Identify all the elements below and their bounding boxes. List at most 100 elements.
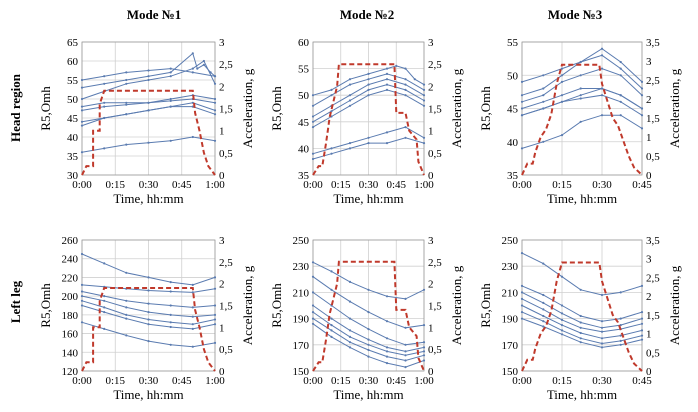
resistance-point bbox=[560, 304, 564, 307]
y-tick-label: 150 bbox=[293, 366, 310, 378]
acceleration-line bbox=[81, 287, 216, 372]
y-tick-label: 50 bbox=[507, 70, 519, 82]
resistance-point bbox=[542, 74, 545, 77]
resistance-point bbox=[542, 293, 545, 297]
acceleration-line bbox=[312, 63, 425, 176]
resistance-point bbox=[579, 87, 582, 90]
resistance-point bbox=[330, 288, 333, 291]
y2-tick-label: 2 bbox=[219, 279, 225, 291]
resistance-point bbox=[330, 94, 333, 97]
y2-tick-label: 0 bbox=[428, 366, 434, 378]
resistance-point bbox=[520, 114, 524, 117]
resistance-point bbox=[367, 288, 370, 291]
row-label-head-region: Head region bbox=[8, 73, 23, 142]
resistance-point bbox=[404, 326, 407, 329]
resistance-point bbox=[311, 126, 315, 129]
y-tick-label: 65 bbox=[67, 37, 79, 49]
resistance-point bbox=[579, 326, 582, 329]
resistance-series-line-3 bbox=[521, 291, 643, 329]
y2-tick-label: 1,5 bbox=[646, 310, 660, 322]
resistance-point bbox=[147, 311, 150, 314]
chart-panel-6: 150 170 190 210 230 250 0:00 0:15 0:30 0:450 0,5 1 1… bbox=[478, 235, 682, 402]
resistance-point bbox=[80, 78, 84, 82]
acceleration-line bbox=[521, 63, 643, 176]
resistance-point bbox=[80, 151, 84, 154]
resistance-point bbox=[80, 124, 84, 127]
y-axis-label: R5,Omh bbox=[38, 86, 53, 131]
resistance-point bbox=[600, 326, 604, 329]
resistance-point bbox=[311, 311, 315, 314]
resistance-point bbox=[311, 322, 315, 325]
x-tick-label: 0:30 bbox=[139, 375, 159, 387]
resistance-point bbox=[330, 270, 333, 273]
x-tick-label: 0:15 bbox=[105, 375, 125, 387]
resistance-point bbox=[213, 313, 217, 316]
y-tick-label: 220 bbox=[62, 272, 79, 284]
x-tick-label: 0:00 bbox=[512, 375, 532, 387]
resistance-point bbox=[542, 100, 545, 103]
resistance-point bbox=[542, 140, 545, 143]
resistance-point bbox=[367, 136, 370, 139]
resistance-point bbox=[169, 343, 172, 346]
resistance-point bbox=[213, 318, 217, 321]
y2-tick-label: 1 bbox=[219, 322, 225, 334]
y2-tick-label: 2 bbox=[428, 81, 434, 93]
y-tick-label: 200 bbox=[62, 291, 79, 303]
x-tick-label: 0:30 bbox=[359, 375, 379, 387]
resistance-point bbox=[600, 320, 604, 323]
resistance-point bbox=[560, 94, 564, 97]
resistance-point bbox=[311, 275, 315, 278]
y-tick-label: 35 bbox=[298, 170, 310, 182]
resistance-point bbox=[404, 126, 407, 129]
resistance-point bbox=[404, 94, 407, 97]
resistance-point bbox=[80, 97, 84, 101]
x-tick-label: 0:45 bbox=[172, 179, 192, 191]
chart-panel-5: 150 170 190 210 230 250 0:00 0:15 0:30 0:45 1:000 0… bbox=[269, 235, 464, 402]
resistance-point bbox=[579, 337, 582, 340]
resistance-point bbox=[80, 321, 84, 324]
resistance-point bbox=[640, 317, 644, 320]
y-axis-label: R5,Omh bbox=[269, 86, 284, 131]
y-tick-label: 30 bbox=[67, 170, 79, 182]
resistance-point bbox=[640, 322, 644, 325]
y2-tick-label: 3,5 bbox=[646, 37, 660, 49]
resistance-point bbox=[348, 300, 352, 303]
resistance-point bbox=[191, 323, 194, 326]
y2-tick-label: 2,5 bbox=[428, 257, 442, 269]
y2-tick-label: 0 bbox=[646, 366, 652, 378]
resistance-point bbox=[422, 354, 426, 357]
resistance-point bbox=[330, 329, 333, 332]
y-axis-label: R5,Omh bbox=[478, 86, 493, 131]
resistance-point bbox=[367, 78, 370, 81]
resistance-point bbox=[125, 143, 128, 146]
resistance-point bbox=[520, 94, 524, 97]
y2-tick-label: 2,5 bbox=[646, 75, 660, 87]
resistance-point bbox=[385, 88, 389, 91]
resistance-point bbox=[213, 113, 217, 116]
resistance-point bbox=[348, 147, 352, 150]
resistance-point bbox=[422, 324, 426, 327]
resistance-point bbox=[560, 275, 564, 278]
y2-tick-label: 3 bbox=[428, 37, 434, 49]
resistance-point bbox=[103, 327, 106, 330]
y-tick-label: 60 bbox=[67, 56, 79, 68]
resistance-point bbox=[385, 67, 389, 70]
resistance-point bbox=[422, 350, 426, 353]
resistance-point bbox=[367, 88, 370, 91]
y2-tick-label: 3 bbox=[428, 235, 434, 247]
resistance-point bbox=[213, 101, 217, 104]
resistance-point bbox=[385, 131, 389, 134]
x-tick-label: 1:00 bbox=[205, 179, 225, 191]
resistance-point bbox=[348, 142, 352, 145]
resistance-point bbox=[560, 324, 564, 327]
y2-tick-label: 0,5 bbox=[646, 151, 660, 163]
resistance-point bbox=[169, 304, 172, 307]
resistance-point bbox=[330, 324, 333, 327]
resistance-point bbox=[103, 105, 106, 108]
chart-panel-2: 35 40 45 50 55 60 0:00 0:15 0:30 0:45 1:000 0,5 1 1,5… bbox=[269, 37, 464, 206]
resistance-point bbox=[213, 109, 217, 112]
y-tick-label: 35 bbox=[507, 170, 519, 182]
x-axis-label: Time, hh:mm bbox=[547, 387, 617, 402]
resistance-point bbox=[169, 75, 172, 78]
resistance-point bbox=[422, 94, 426, 97]
